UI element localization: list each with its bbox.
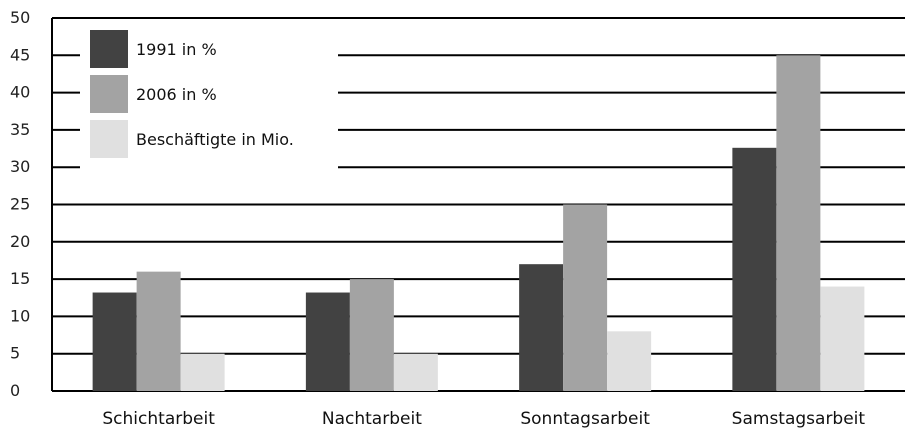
legend-label: 2006 in % xyxy=(136,85,217,104)
legend-label: Beschäftigte in Mio. xyxy=(136,130,294,149)
legend-label: 1991 in % xyxy=(136,40,217,59)
legend-swatch xyxy=(90,120,128,158)
legend-swatch xyxy=(90,30,128,68)
bar xyxy=(519,264,564,391)
y-tick-label: 45 xyxy=(10,45,30,64)
bar xyxy=(820,286,865,391)
bar xyxy=(732,147,777,391)
bar xyxy=(180,353,225,391)
y-tick-label: 50 xyxy=(10,8,30,27)
bar xyxy=(92,292,137,391)
x-axis-categories: Schichtarbeit Nachtarbeit Sonntagsarbeit Sa… xyxy=(102,409,865,429)
legend: 1991 in % 2006 in % Beschäftigte in Mio. xyxy=(80,22,338,172)
bar xyxy=(607,331,652,391)
y-tick-label: 0 xyxy=(10,381,20,400)
x-category-label: Samstagsarbeit xyxy=(732,409,866,429)
y-tick-label: 20 xyxy=(10,232,30,251)
y-tick-label: 30 xyxy=(10,157,30,176)
y-tick-label: 40 xyxy=(10,83,30,102)
bar xyxy=(563,204,608,391)
y-tick-label: 25 xyxy=(10,195,30,214)
x-category-label: Schichtarbeit xyxy=(102,409,215,429)
bar xyxy=(776,55,821,392)
bars xyxy=(92,55,865,392)
x-category-label: Sonntagsarbeit xyxy=(520,409,650,429)
bar xyxy=(305,292,350,391)
bar xyxy=(349,279,394,391)
y-axis-ticks: 0 5 10 15 20 25 30 35 40 45 50 xyxy=(10,8,30,400)
y-tick-label: 5 xyxy=(10,344,20,363)
bar xyxy=(136,271,181,391)
legend-swatch xyxy=(90,75,128,113)
y-tick-label: 10 xyxy=(10,306,30,325)
bar xyxy=(393,353,438,391)
y-tick-label: 15 xyxy=(10,269,30,288)
x-category-label: Nachtarbeit xyxy=(322,409,422,429)
y-tick-label: 35 xyxy=(10,120,30,139)
